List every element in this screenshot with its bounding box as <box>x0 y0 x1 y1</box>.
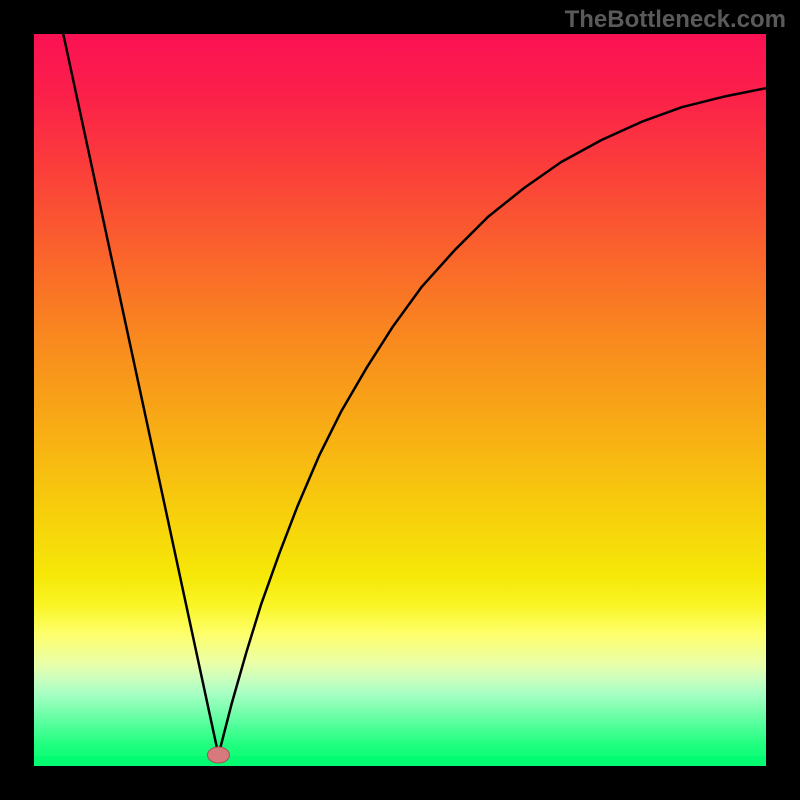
chart-container: TheBottleneck.com <box>0 0 800 800</box>
chart-plot-background <box>34 34 766 766</box>
watermark-label: TheBottleneck.com <box>565 6 786 34</box>
chart-bottom-band <box>34 756 766 766</box>
bottleneck-chart <box>0 0 800 800</box>
optimal-point-marker <box>207 747 229 763</box>
